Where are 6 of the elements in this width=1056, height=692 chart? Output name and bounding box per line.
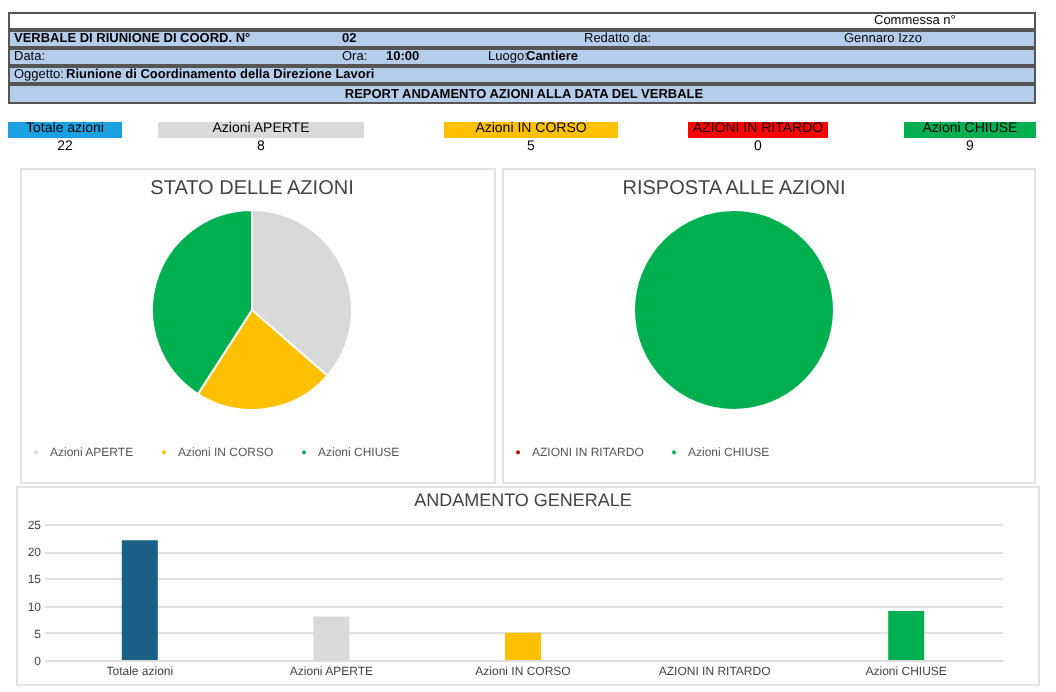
chart-title: STATO DELLE AZIONI	[150, 178, 354, 200]
bar	[505, 632, 541, 660]
chart-title: ANDAMENTO GENERALE	[414, 490, 632, 510]
chart-title: RISPOSTA ALLE AZIONI	[622, 178, 846, 200]
bar	[888, 611, 925, 660]
bar	[121, 540, 158, 660]
